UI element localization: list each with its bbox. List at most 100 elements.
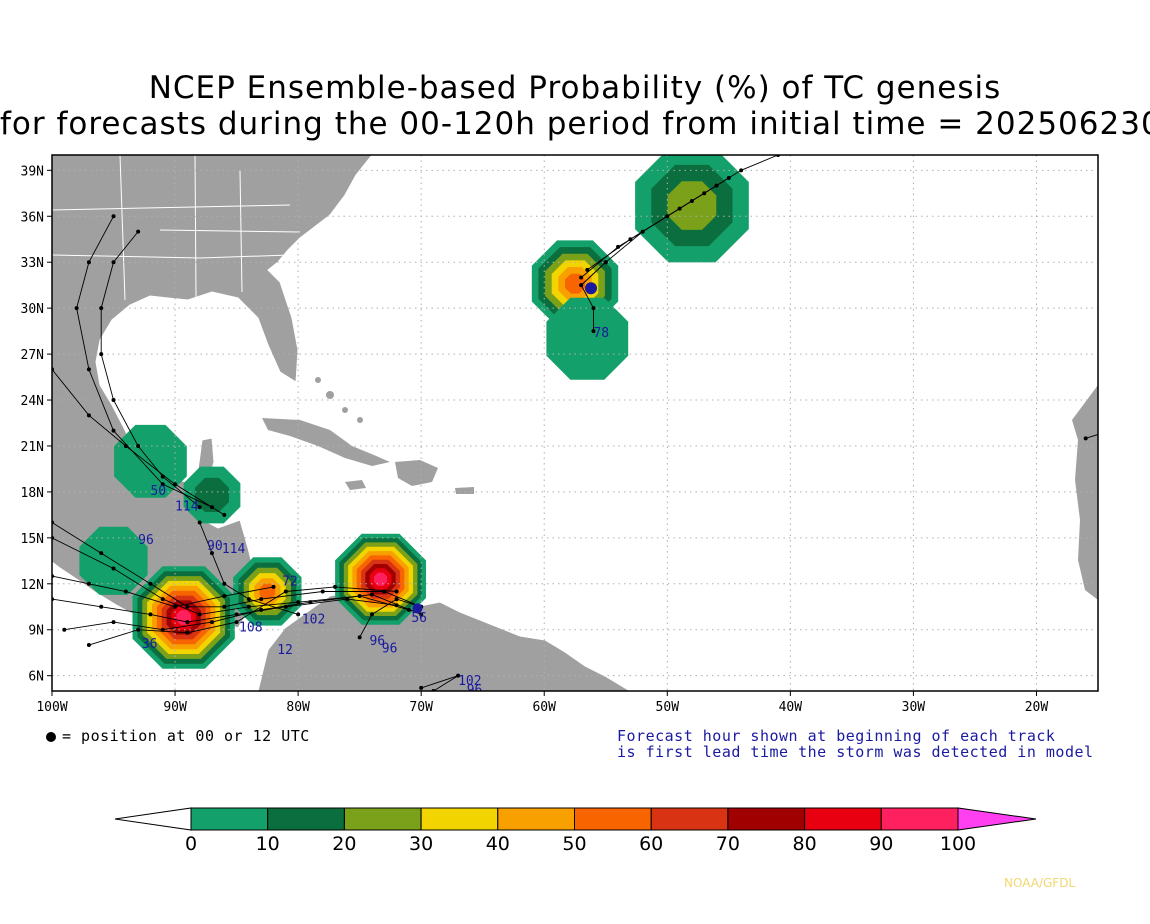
colorbar-bin (574, 807, 652, 831)
track-position-dot (86, 581, 91, 586)
track-position-dot (62, 627, 67, 632)
lat-tick-label: 15N (21, 532, 44, 547)
track-position-dot (333, 584, 338, 589)
track-position-dot (222, 581, 227, 586)
forecast-hour-note-line2: is first lead time the storm was detecte… (617, 743, 1094, 761)
track-position-dot (185, 604, 190, 609)
lat-tick-label: 9N (28, 624, 44, 639)
track-position-dot (283, 589, 288, 594)
track-position-dot (111, 620, 116, 625)
genesis-marker (412, 603, 423, 614)
track-position-dot (197, 505, 202, 510)
track-position-dot (246, 597, 251, 602)
track-position-dot (197, 520, 202, 525)
longitude-axis: 100W 90W 80W 70W 60W 50W 40W 30W 20W (36, 691, 1048, 715)
track-position-dot (296, 600, 301, 605)
track-position-dot (136, 627, 141, 632)
forecast-hour-label: 72 (282, 574, 298, 589)
south-america-land (257, 589, 631, 691)
track-position-dot (419, 685, 424, 690)
track-position-dot (160, 482, 165, 487)
track-position-dot (1083, 436, 1088, 441)
track-position-dot (197, 612, 202, 617)
colorbar-bin (804, 807, 882, 831)
storm-track-line (359, 598, 422, 638)
colorbar-bin (343, 807, 422, 831)
track-position-dot (86, 367, 91, 372)
forecast-hour-label: 12 (277, 643, 293, 658)
track-position-dot (111, 428, 116, 433)
colorbar-label: 80 (793, 833, 817, 855)
track-position-dot (308, 600, 313, 605)
lon-tick-label: 90W (163, 700, 187, 715)
latitude-axis: 6N 9N 12N 15N 18N 21N 24N 27N 30N 33N 36N 39N (21, 164, 52, 685)
track-position-dot (173, 482, 178, 487)
track-position-dot (320, 589, 325, 594)
track-position-dot (160, 597, 165, 602)
lat-tick-label: 39N (21, 164, 44, 179)
lat-tick-label: 33N (21, 256, 44, 271)
track-position-dot (99, 551, 104, 556)
forecast-hour-label: 90 (207, 539, 223, 554)
track-position-dot (394, 589, 399, 594)
puerto-rico-island (455, 487, 474, 494)
storm-track-line (587, 185, 717, 271)
track-position-dot (86, 260, 91, 265)
lon-tick-label: 30W (902, 700, 926, 715)
track-position-dot (234, 620, 239, 625)
lat-tick-label: 18N (21, 486, 44, 501)
track-position-dot (296, 612, 301, 617)
track-position-dot (369, 612, 374, 617)
colorbar-bin (497, 807, 575, 831)
track-position-dot (271, 584, 276, 589)
lon-tick-label: 80W (286, 700, 310, 715)
track-position-dot (123, 589, 128, 594)
storm-track-line (580, 261, 607, 332)
colorbar-label: 60 (639, 833, 663, 855)
colorbar-bin (267, 807, 345, 831)
track-position-dot (185, 620, 190, 625)
track-position-dot (111, 214, 116, 219)
track-position-dot (739, 168, 744, 173)
track-position-dot (603, 260, 608, 265)
track-position-dot (369, 592, 374, 597)
track-position-dot (714, 183, 719, 188)
track-position-dot (677, 206, 682, 211)
forecast-hour-label: 50 (150, 484, 166, 499)
lat-tick-label: 6N (28, 670, 44, 685)
dotted-gridlines (52, 155, 1098, 691)
track-position-dot (616, 244, 621, 249)
track-position-dot (136, 443, 141, 448)
colorbar-label: 100 (940, 833, 976, 855)
colorbar-label: 40 (486, 833, 510, 855)
colorbar-under-arrow (114, 807, 192, 831)
forecast-hour-label: 36 (142, 637, 158, 652)
forecast-hour-label: 102 (458, 674, 481, 689)
forecast-hour-label: 114 (175, 499, 199, 514)
track-position-dot (86, 643, 91, 648)
probability-contour (546, 297, 629, 380)
forecast-hour-label: 96 (382, 642, 398, 657)
state-borders (52, 155, 301, 301)
track-position-dot (111, 566, 116, 571)
storm-tracks (52, 155, 1098, 691)
lon-tick-label: 70W (409, 700, 433, 715)
track-position-dot (185, 630, 190, 635)
track-position-dot (628, 237, 633, 242)
position-dot-icon (46, 731, 56, 742)
forecast-hour-note-line1: Forecast hour shown at beginning of each… (617, 727, 1056, 745)
track-position-dot (456, 673, 461, 678)
jamaica-island (345, 480, 366, 490)
lat-tick-label: 12N (21, 578, 44, 593)
bahamas-islands (315, 377, 363, 423)
colorbar-bin (880, 807, 959, 831)
colorbar-label: 30 (409, 833, 433, 855)
landmass-layer (52, 155, 1098, 691)
hispaniola-island (395, 460, 438, 486)
chart-title-line1: NCEP Ensemble-based Probability (%) of T… (148, 70, 1002, 106)
track-position-dot (259, 607, 264, 612)
track-position-dot (148, 612, 153, 617)
track-position-dot (579, 283, 584, 288)
lon-tick-label: 100W (36, 700, 67, 715)
